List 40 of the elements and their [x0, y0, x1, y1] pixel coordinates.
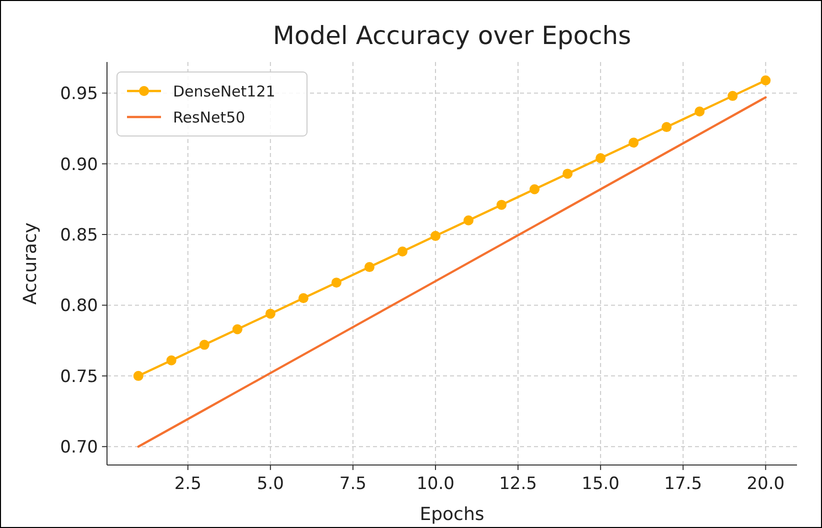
- point: [596, 153, 606, 164]
- point: [496, 200, 507, 210]
- point: [364, 262, 374, 272]
- legend-label: DenseNet121: [173, 82, 276, 100]
- point: [562, 168, 573, 179]
- legend-label: ResNet50: [173, 108, 246, 126]
- x-tick-label: 5.0: [256, 474, 284, 494]
- point: [628, 138, 639, 148]
- y-tick-label: 0.90: [60, 154, 98, 175]
- y-tick-label: 0.75: [60, 366, 98, 387]
- x-tick-label: 15.0: [582, 474, 620, 494]
- point: [694, 106, 705, 116]
- point: [298, 293, 308, 304]
- y-tick-label: 0.95: [60, 84, 98, 104]
- point: [464, 215, 474, 226]
- point: [397, 246, 408, 256]
- x-tick-label: 10.0: [416, 474, 454, 494]
- point: [662, 122, 672, 132]
- chart-title: Model Accuracy over Epochs: [272, 21, 632, 50]
- y-tick-label: 0.70: [60, 438, 98, 458]
- x-tick-label: 17.5: [664, 474, 702, 494]
- point: [728, 90, 738, 101]
- y-axis-title: Accuracy: [20, 222, 41, 305]
- y-tick-label: 0.80: [60, 296, 98, 316]
- x-tick-label: 12.5: [499, 474, 537, 494]
- point: [430, 230, 440, 241]
- point: [760, 75, 771, 86]
- point: [199, 340, 210, 350]
- point: [331, 278, 342, 288]
- x-tick-label: 20.0: [746, 474, 785, 494]
- point: [232, 324, 242, 334]
- y-tick-label: 0.85: [60, 225, 98, 246]
- point: [166, 355, 176, 366]
- x-axis-title: Epochs: [420, 504, 484, 525]
- point: [265, 308, 276, 319]
- x-tick-label: 7.5: [339, 474, 366, 494]
- x-tick-label: 2.5: [174, 474, 202, 494]
- line-series: [137, 96, 767, 448]
- point: [530, 184, 540, 194]
- point: [133, 370, 144, 381]
